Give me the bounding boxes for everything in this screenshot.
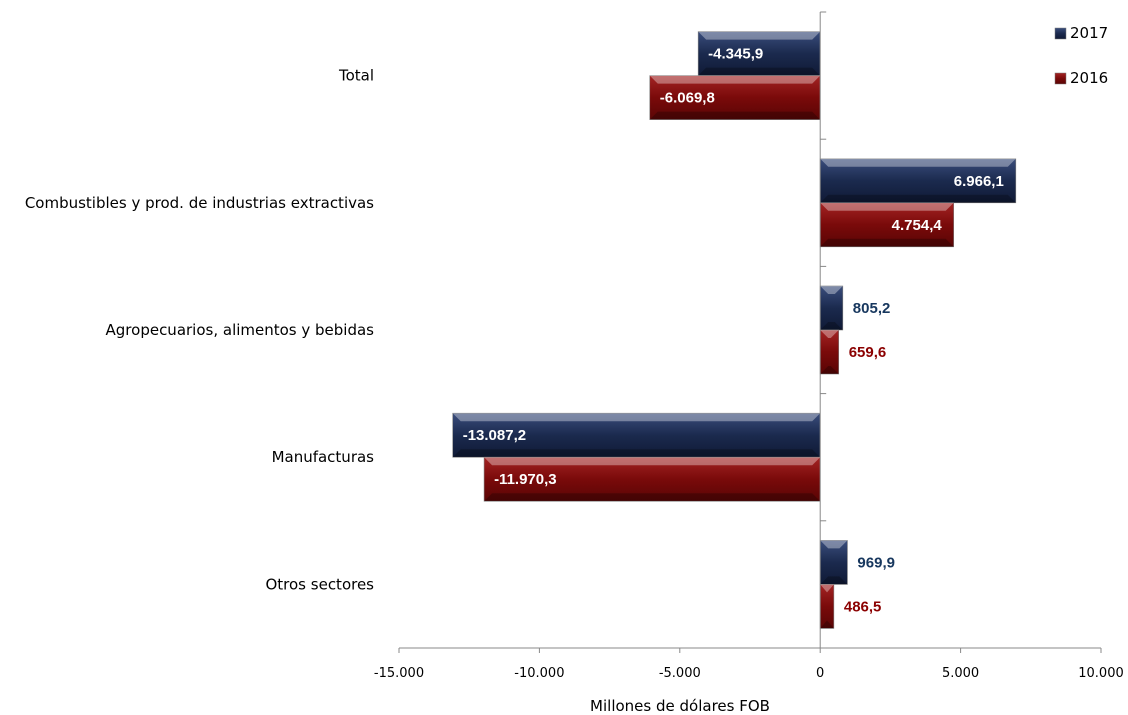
bar-bevel-bottom bbox=[698, 67, 821, 76]
data-label-2017-2: 805,2 bbox=[853, 300, 891, 317]
bar-2016-3 bbox=[483, 456, 821, 502]
bar-bevel-top bbox=[452, 413, 821, 422]
x-tick-label: 10.000 bbox=[1078, 666, 1124, 681]
bar-body bbox=[819, 158, 1017, 204]
data-label-2016-1: 4.754,4 bbox=[892, 217, 943, 234]
legend-item-2016: 2016 bbox=[1054, 69, 1108, 87]
bar-bevel-top bbox=[820, 584, 834, 593]
data-label-2017-4: 969,9 bbox=[857, 554, 895, 571]
bar-bevel-bottom bbox=[452, 449, 821, 458]
bar-2017-2 bbox=[819, 285, 844, 331]
bar-body bbox=[697, 31, 821, 76]
bar-2017-1 bbox=[819, 158, 1017, 204]
x-tick-label: 0 bbox=[816, 666, 824, 681]
bar-2016-2 bbox=[819, 329, 840, 375]
legend-item-2017: 2017 bbox=[1054, 24, 1108, 42]
x-tick-label: -5.000 bbox=[659, 666, 701, 681]
bar-bevel-top bbox=[649, 75, 821, 84]
bar-bevel-bottom bbox=[820, 576, 848, 585]
category-label: Total bbox=[338, 67, 374, 85]
bar-bevel-top bbox=[698, 31, 821, 40]
legend: 2017 2016 bbox=[1054, 24, 1108, 87]
bar-bevel-top bbox=[820, 286, 843, 294]
bar-bevel-top bbox=[820, 330, 839, 338]
bar-bevel-bottom bbox=[649, 111, 821, 120]
bar-bevel-top bbox=[484, 457, 821, 466]
bar-bevel-bottom bbox=[820, 620, 834, 629]
data-label-2017-1: 6.966,1 bbox=[954, 173, 1004, 190]
category-label: Combustibles y prod. de industrias extra… bbox=[25, 194, 374, 212]
bar-body bbox=[483, 456, 821, 502]
legend-label: 2016 bbox=[1070, 69, 1108, 87]
bar-bevel-top bbox=[820, 540, 848, 549]
x-axis-title: Millones de dólares FOB bbox=[590, 697, 770, 715]
x-tick-label: 5.000 bbox=[942, 666, 979, 681]
bars-group bbox=[452, 31, 1017, 629]
legend-swatch bbox=[1054, 27, 1067, 40]
bar-bevel-bottom bbox=[820, 238, 954, 247]
axes-group: -15.000 -10.000 -5.000 0 5.000 10.000 bbox=[374, 11, 1124, 681]
bar-bevel-bottom bbox=[820, 366, 839, 374]
labels-group: Total -4.345,9 -6.069,8 Combustibles y prod… bbox=[25, 46, 1004, 616]
category-label: Manufacturas bbox=[272, 448, 375, 466]
bar-bevel-bottom bbox=[820, 322, 843, 330]
data-label-2016-3: -11.970,3 bbox=[494, 471, 557, 488]
bar-bevel-bottom bbox=[484, 493, 821, 502]
data-label-2017-0: -4.345,9 bbox=[708, 46, 763, 63]
bar-2017-0 bbox=[697, 31, 821, 76]
data-label-2016-0: -6.069,8 bbox=[660, 90, 715, 107]
bar-body bbox=[819, 202, 955, 248]
category-label: Otros sectores bbox=[265, 575, 374, 593]
bar-2017-3 bbox=[452, 412, 821, 458]
bar-bevel-bottom bbox=[820, 194, 1016, 203]
data-label-2016-4: 486,5 bbox=[844, 598, 882, 615]
bar-bevel-top bbox=[820, 158, 1016, 167]
x-tick-label: -15.000 bbox=[374, 666, 424, 681]
bar-bevel-top bbox=[820, 202, 954, 211]
legend-label: 2017 bbox=[1070, 24, 1108, 42]
bar-2017-4 bbox=[819, 540, 848, 585]
bar-2016-1 bbox=[819, 202, 955, 248]
legend-swatch bbox=[1054, 72, 1067, 85]
category-label: Agropecuarios, alimentos y bebidas bbox=[106, 321, 375, 339]
bar-2016-4 bbox=[819, 584, 835, 629]
data-label-2016-2: 659,6 bbox=[849, 344, 887, 361]
x-tick-label: -10.000 bbox=[514, 666, 564, 681]
data-label-2017-3: -13.087,2 bbox=[463, 427, 526, 444]
